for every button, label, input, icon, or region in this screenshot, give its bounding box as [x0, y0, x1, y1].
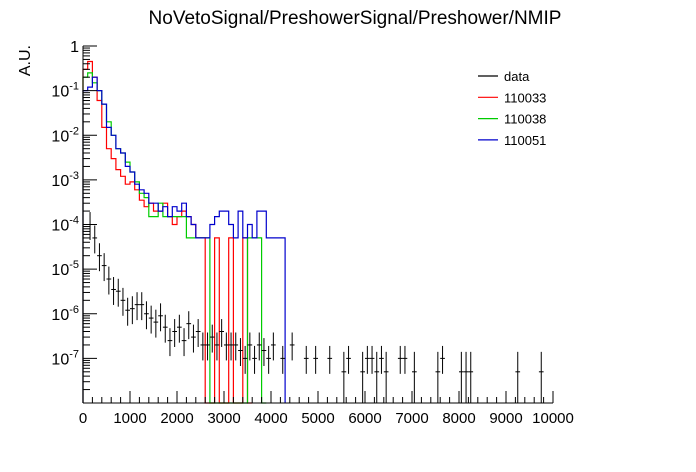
data-point — [247, 332, 253, 361]
legend-label: 110038 — [504, 112, 546, 127]
data-point — [468, 351, 474, 403]
data-point — [435, 351, 441, 403]
x-tick-label: 4000 — [254, 410, 287, 427]
data-point — [379, 345, 384, 374]
data-point — [97, 243, 102, 272]
data-point — [538, 351, 544, 403]
x-tick-label: 7000 — [395, 410, 428, 427]
legend-entry: 110051 — [478, 133, 546, 148]
data-point — [374, 351, 380, 403]
x-tick-label: 3000 — [207, 410, 240, 427]
x-tick-label: 1000 — [113, 410, 146, 427]
chart-title: NoVetoSignal/PreshowerSignal/Preshower/N… — [149, 8, 562, 29]
y-tick-label: 10-5 — [51, 259, 79, 279]
data-point — [233, 332, 239, 361]
data-point — [515, 351, 521, 403]
data-point — [360, 351, 365, 403]
data-point — [106, 266, 112, 295]
legend: data 110033 110038 110051 — [478, 69, 546, 148]
data-point — [177, 314, 182, 343]
data-point — [186, 311, 192, 340]
data-point — [365, 345, 370, 374]
y-tick-label: 10-4 — [51, 215, 79, 235]
data-point — [111, 277, 116, 305]
y-axis-label: A.U. — [17, 45, 34, 76]
x-tick-label: 0 — [79, 410, 87, 427]
data-point — [280, 345, 286, 374]
data-point — [271, 332, 276, 361]
legend-label: 110051 — [504, 133, 546, 148]
data-point — [130, 296, 135, 325]
data-point — [412, 351, 417, 403]
data-point — [219, 319, 224, 347]
data-point — [214, 332, 220, 361]
data-point — [402, 345, 408, 374]
data-point — [327, 345, 333, 374]
data-point — [172, 319, 177, 347]
y-tick-label: 10-1 — [51, 81, 79, 101]
data-points-layer — [87, 212, 544, 403]
y-tick-label: 1 — [70, 39, 79, 56]
y-tick-label: 10-3 — [51, 170, 79, 190]
data-point — [313, 345, 318, 374]
data-point — [346, 345, 351, 374]
data-point — [341, 351, 347, 403]
axes: 0 1000 2000 3000 4000 5000 6000 7000 8000 9000 100… — [51, 39, 573, 427]
data-point — [252, 345, 257, 374]
data-point — [162, 314, 168, 343]
legend-label: 110033 — [504, 90, 546, 105]
data-point — [125, 297, 130, 326]
data-point — [191, 324, 196, 353]
data-point — [101, 253, 107, 282]
data-point — [181, 328, 187, 357]
x-tick-label: 8000 — [442, 410, 475, 427]
data-point — [120, 287, 126, 316]
data-point — [158, 303, 163, 332]
data-point — [115, 278, 121, 307]
data-point — [134, 292, 140, 321]
data-point — [148, 305, 154, 334]
x-tick-label: 9000 — [489, 410, 522, 427]
data-point — [228, 332, 234, 361]
x-tick-label: 2000 — [160, 410, 193, 427]
data-point — [266, 345, 271, 374]
data-point — [209, 324, 215, 353]
y-tick-label: 10-7 — [51, 348, 79, 368]
data-point — [303, 345, 309, 374]
data-point — [205, 332, 210, 361]
y-tick-label: 10-2 — [51, 125, 79, 145]
legend-label: data — [504, 69, 530, 84]
x-tick-label: 10000 — [532, 410, 574, 427]
data-point — [224, 332, 229, 361]
data-point — [87, 212, 93, 240]
data-point — [242, 345, 248, 374]
data-point — [261, 338, 267, 366]
data-point — [397, 345, 403, 374]
data-point — [153, 309, 159, 338]
y-tick-label: 10-6 — [51, 304, 79, 324]
data-point — [383, 351, 389, 403]
histogram-series-110038 — [82, 72, 267, 404]
data-point — [238, 338, 243, 366]
legend-entry: data — [478, 69, 530, 84]
x-tick-label: 5000 — [301, 410, 334, 427]
data-point — [144, 301, 149, 330]
legend-entry: 110038 — [478, 112, 546, 127]
data-point — [440, 345, 445, 374]
data-point — [256, 332, 262, 361]
data-point — [92, 225, 98, 254]
histogram-series-110051 — [82, 76, 286, 403]
data-point — [200, 332, 206, 361]
data-point — [195, 319, 201, 347]
data-point — [139, 292, 145, 321]
data-point — [289, 332, 295, 361]
data-point — [463, 351, 469, 403]
data-point — [167, 328, 173, 357]
x-tick-label: 6000 — [348, 410, 381, 427]
data-point — [369, 345, 375, 374]
data-point — [459, 351, 464, 403]
legend-entry: 110033 — [478, 90, 546, 105]
